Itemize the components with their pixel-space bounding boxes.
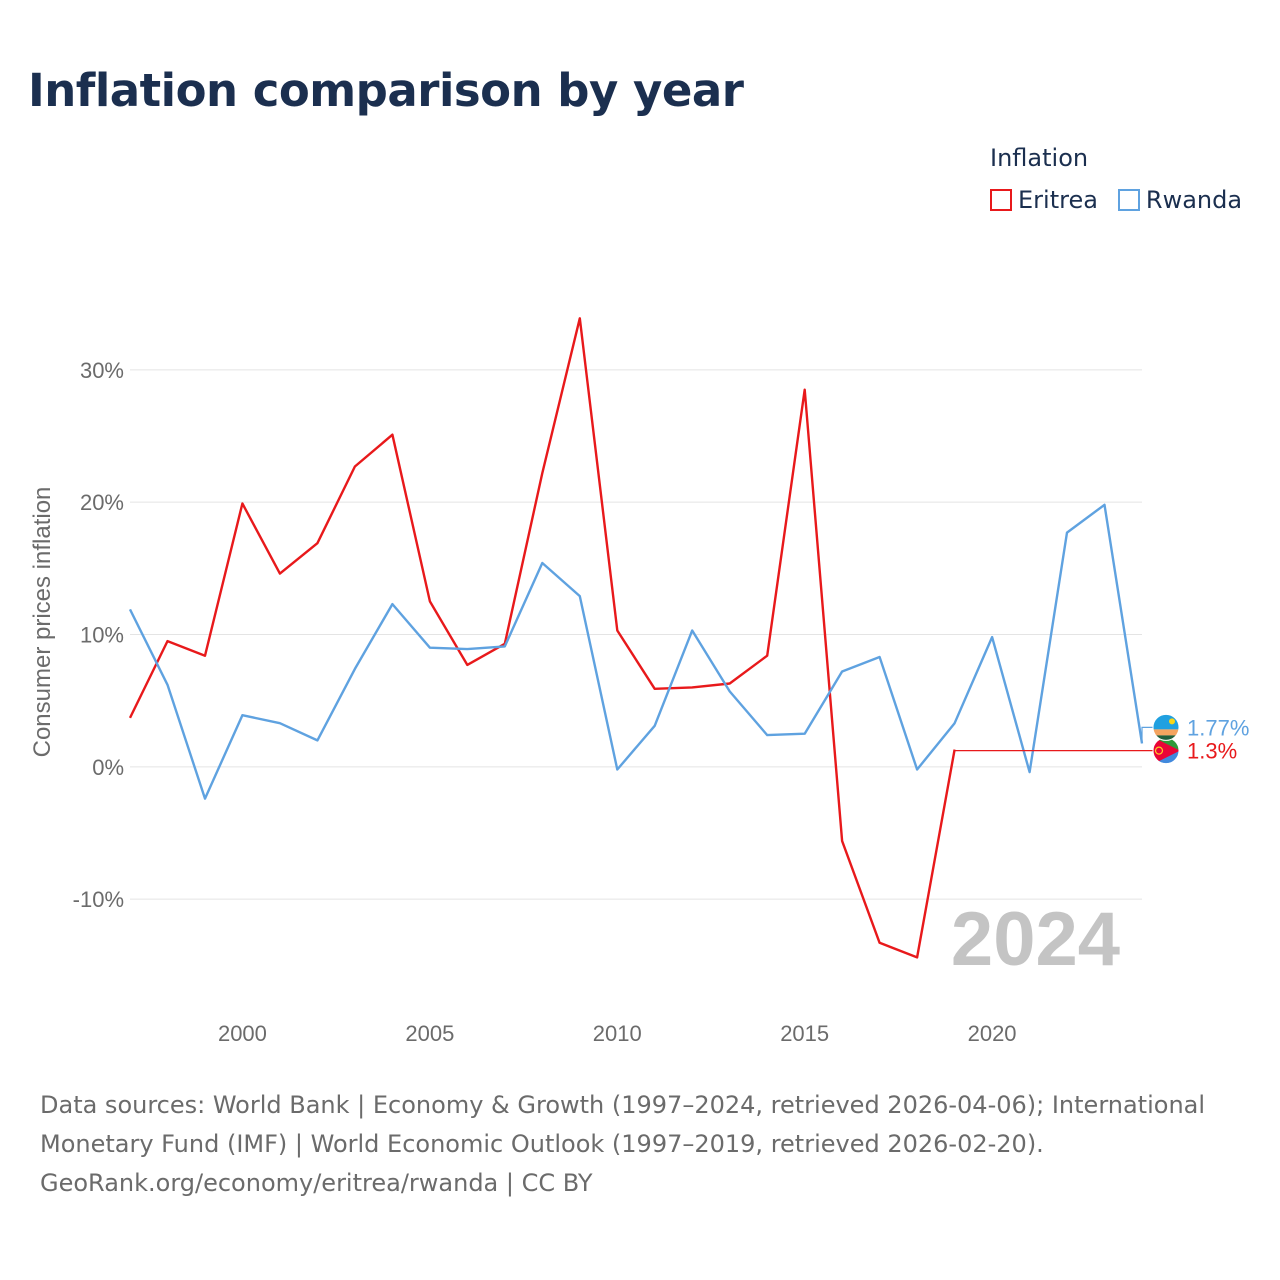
connector-eritrea xyxy=(953,749,1154,752)
y-tick-label: 30% xyxy=(80,358,124,383)
grid-lines xyxy=(130,369,1142,900)
x-axis-ticks: 2000 2005 2010 2015 2020 xyxy=(218,1021,1017,1046)
chart-title: Inflation comparison by year xyxy=(28,64,744,117)
y-tick-label: -10% xyxy=(73,887,124,912)
legend-item-rwanda[interactable]: Rwanda xyxy=(1117,186,1243,214)
legend-item-eritrea[interactable]: Eritrea xyxy=(990,186,1098,214)
footer: Data sources: World Bank | Economy & Gro… xyxy=(40,1086,1220,1203)
end-labels: 1.3%1.77% xyxy=(953,713,1249,765)
connector-rwanda xyxy=(1141,726,1154,744)
series-line-eritrea xyxy=(128,317,956,959)
end-label-rwanda: 1.77% xyxy=(1187,715,1249,740)
legend: Eritrea Rwanda xyxy=(990,186,1242,214)
line-chart: -10% 0% 10% 20% 30% 2000 2005 2010 2015 2020 Con… xyxy=(29,317,1249,1046)
x-tick-label: 2020 xyxy=(968,1021,1017,1046)
y-axis-label: Consumer prices inflation xyxy=(29,487,56,758)
rwanda-flag-icon xyxy=(1152,713,1180,741)
year-watermark: 2024 xyxy=(951,897,1120,982)
footer-credit-link[interactable]: GeoRank.org/economy/eritrea/rwanda | CC … xyxy=(40,1169,593,1197)
legend-swatch-eritrea xyxy=(990,189,1012,211)
x-tick-label: 2015 xyxy=(780,1021,829,1046)
series-lines xyxy=(128,317,1144,959)
footer-sources-line-1: Data sources: World Bank | Economy & Gro… xyxy=(40,1091,1206,1119)
x-tick-label: 2005 xyxy=(405,1021,454,1046)
eritrea-flag-icon xyxy=(1152,737,1180,765)
legend-title: Inflation xyxy=(990,144,1089,172)
x-tick-label: 2000 xyxy=(218,1021,267,1046)
legend-swatch-rwanda xyxy=(1117,189,1140,211)
x-tick-label: 2010 xyxy=(593,1021,642,1046)
y-axis-ticks: -10% 0% 10% 20% 30% xyxy=(73,358,124,912)
y-tick-label: 10% xyxy=(80,623,124,648)
legend-label-rwanda: Rwanda xyxy=(1145,186,1243,214)
y-tick-label: 20% xyxy=(80,490,124,515)
series-line-rwanda xyxy=(128,503,1144,800)
legend-label-eritrea: Eritrea xyxy=(1018,186,1098,214)
footer-sources-line-2: Monetary Fund (IMF) | World Economic Out… xyxy=(40,1130,1044,1158)
y-tick-label: 0% xyxy=(92,755,124,780)
end-label-eritrea: 1.3% xyxy=(1187,739,1237,764)
